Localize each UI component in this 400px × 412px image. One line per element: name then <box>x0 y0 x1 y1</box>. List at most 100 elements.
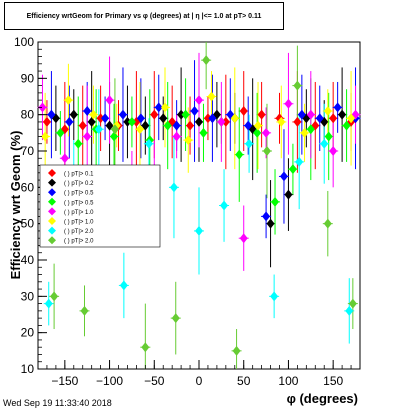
legend-label: ( ) pT|> 0.1 <box>64 172 94 178</box>
y-tick-label: 30 <box>21 289 35 303</box>
y-tick-label: 50 <box>21 217 35 231</box>
data-point <box>199 127 208 138</box>
y-tick-label: 60 <box>21 180 35 194</box>
data-point <box>101 113 110 124</box>
data-point <box>163 120 172 131</box>
data-point <box>44 298 53 309</box>
data-point <box>239 106 248 117</box>
data-point <box>172 120 181 131</box>
data-point <box>94 124 103 135</box>
data-point <box>345 305 354 316</box>
data-point <box>306 109 315 120</box>
data-point <box>244 120 253 131</box>
data-point <box>277 116 286 127</box>
y-tick-label: 90 <box>21 71 35 85</box>
legend-marker <box>48 236 56 245</box>
data-point <box>235 149 244 160</box>
data-point <box>239 233 248 244</box>
data-point <box>69 109 78 120</box>
data-point <box>333 102 342 113</box>
y-tick-label: 40 <box>21 253 35 267</box>
data-point <box>295 156 304 167</box>
legend-marker <box>48 197 56 206</box>
data-point <box>50 291 59 302</box>
data-point <box>342 120 351 131</box>
axes: −150 −100 −50 0 50 100 150 10 20 30 40 50 60 70 80 90 10… <box>14 35 361 388</box>
legend-marker <box>48 178 56 187</box>
data-point <box>83 106 92 117</box>
legend-label: ( ) pT|> 1.0 <box>64 220 94 226</box>
data-point <box>60 153 69 164</box>
data-point <box>41 131 50 142</box>
data-point <box>38 102 47 113</box>
data-point <box>154 102 163 113</box>
data-point <box>279 171 288 182</box>
x-tick-label: −50 <box>144 374 165 388</box>
x-tick-label: −150 <box>51 374 78 388</box>
data-point <box>220 200 229 211</box>
data-point <box>270 291 279 302</box>
data-point <box>74 138 83 149</box>
data-point <box>195 95 203 106</box>
legend-marker <box>48 226 56 235</box>
legend-label: ( ) pT|> 0.5 <box>64 200 94 206</box>
data-point <box>181 109 190 120</box>
data-point <box>83 131 92 142</box>
data-point <box>105 120 114 131</box>
y-tick-label: 20 <box>21 326 35 340</box>
data-point <box>186 120 195 131</box>
data-point <box>284 98 293 109</box>
y-tick-label: 70 <box>21 144 35 158</box>
data-point <box>195 116 203 127</box>
data-point <box>262 127 271 138</box>
legend: ( ) pT|> 0.1 ( ) pT|> 0.2 ( ) pT|> 0.5 ( ) … <box>39 164 161 248</box>
data-point <box>320 138 329 149</box>
data-point <box>323 106 332 117</box>
data-point <box>172 131 181 142</box>
data-point <box>159 113 168 124</box>
legend-marker <box>48 207 56 216</box>
data-point <box>141 120 150 131</box>
y-tick-label: 80 <box>21 108 35 122</box>
data-point <box>127 116 136 127</box>
legend-marker <box>48 188 56 197</box>
data-point <box>110 131 119 142</box>
data-point <box>161 102 170 113</box>
x-tick-label: −100 <box>96 374 123 388</box>
data-markers <box>38 55 360 356</box>
y-axis-label: Efficiency wrt Geom (%) <box>8 131 23 280</box>
data-point <box>65 116 74 127</box>
data-point <box>266 218 275 229</box>
data-point <box>80 305 89 316</box>
data-point <box>202 55 211 66</box>
x-tick-label: 0 <box>196 374 203 388</box>
data-point <box>284 189 293 200</box>
data-point <box>110 124 119 135</box>
data-point <box>177 109 186 120</box>
data-point <box>254 120 263 131</box>
data-point <box>195 225 203 236</box>
data-point <box>217 116 226 127</box>
data-point <box>207 91 216 102</box>
data-point <box>262 211 271 222</box>
x-tick-label: 50 <box>237 374 251 388</box>
legend-box <box>39 164 161 248</box>
legend-marker <box>48 169 56 177</box>
data-point <box>190 106 199 117</box>
x-axis-label: φ (degrees) <box>287 391 358 406</box>
data-point <box>135 124 144 135</box>
data-point <box>293 80 302 91</box>
data-point <box>105 95 114 106</box>
data-point <box>323 218 332 229</box>
data-point <box>329 146 338 156</box>
data-point <box>232 345 241 356</box>
data-point <box>324 131 333 142</box>
data-point <box>253 127 262 138</box>
data-point <box>347 113 356 124</box>
data-point <box>203 113 212 124</box>
data-point <box>288 164 297 175</box>
data-point <box>348 298 357 309</box>
data-point <box>257 109 266 120</box>
legend-label: ( ) pT|> 0.5 <box>64 191 94 197</box>
x-tick-label: 100 <box>278 374 298 388</box>
